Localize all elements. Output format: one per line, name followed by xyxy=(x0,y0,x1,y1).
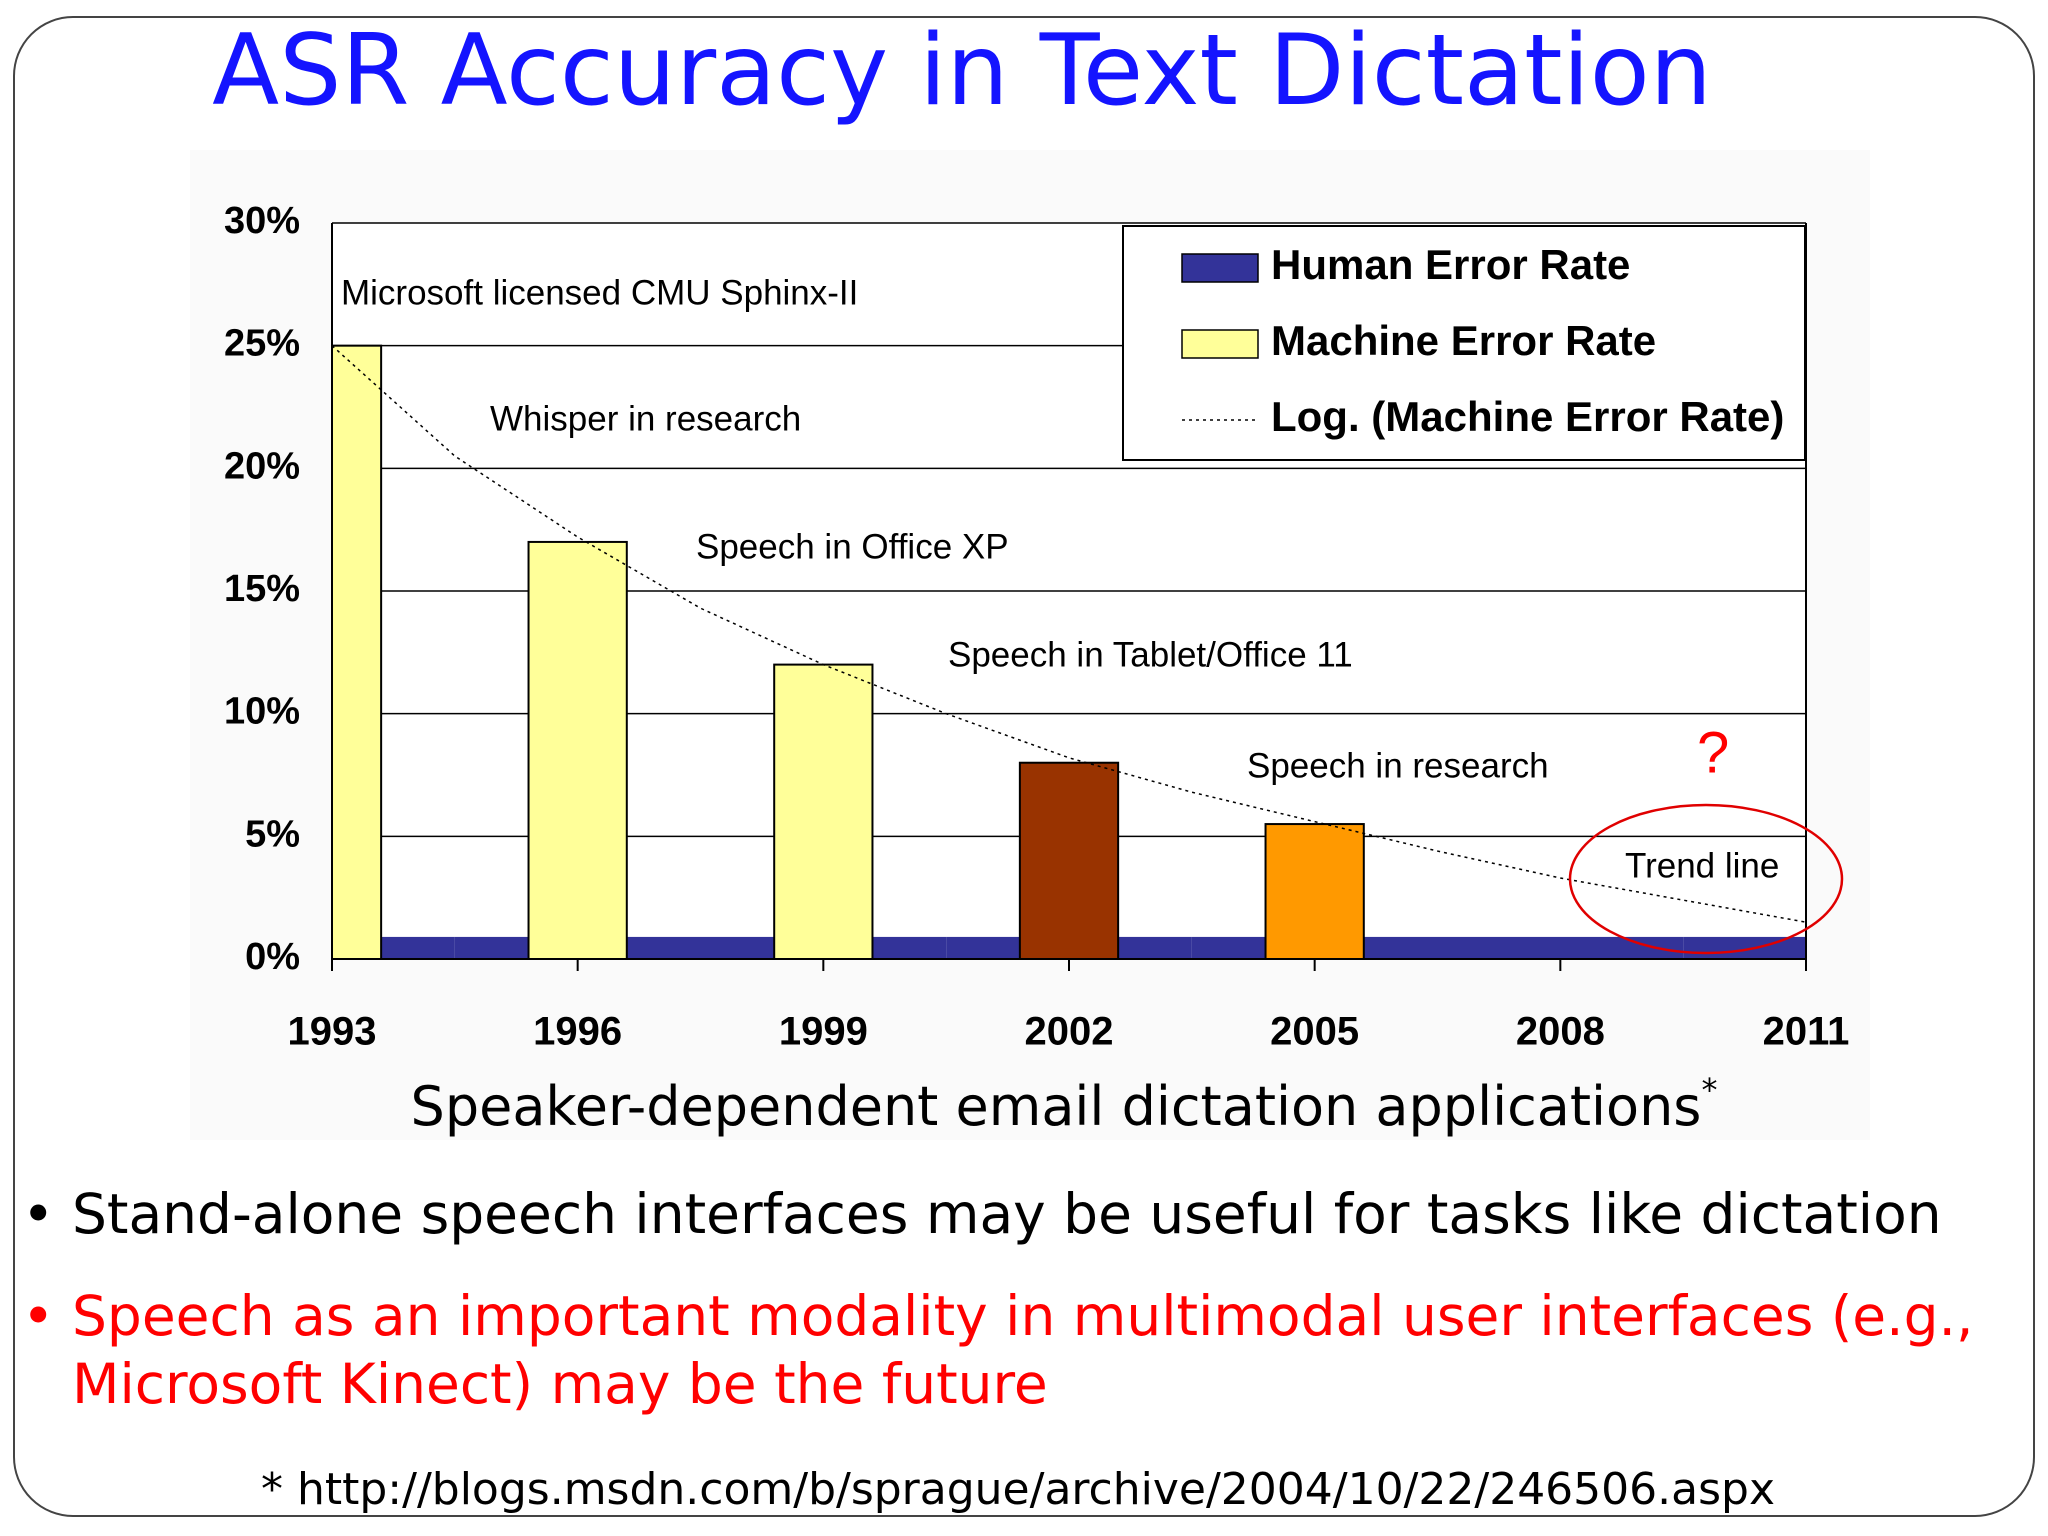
human-band xyxy=(1437,936,1684,959)
annotation: ? xyxy=(1697,720,1729,785)
legend-label: Machine Error Rate xyxy=(1271,317,1656,364)
annotation: Speech in research xyxy=(1247,746,1549,785)
y-tick-label: 30% xyxy=(224,200,300,242)
x-axis-label-mark: * xyxy=(1701,1071,1717,1109)
trend-line xyxy=(331,345,1807,923)
human-band xyxy=(1683,936,1806,959)
annotation: Whisper in research xyxy=(490,399,801,438)
y-tick-label: 10% xyxy=(224,691,300,733)
bar xyxy=(1018,761,1120,960)
x-tick-label: 2005 xyxy=(1270,1010,1359,1054)
annotation: Trend line xyxy=(1625,846,1779,885)
y-tick-label: 25% xyxy=(224,323,300,365)
x-axis-label: Speaker-dependent email dictation applic… xyxy=(411,1071,1718,1138)
bullet: Stand-alone speech interfaces may be use… xyxy=(22,1180,2022,1248)
slide-title: ASR Accuracy in Text Dictation xyxy=(212,14,1712,128)
annotation: Microsoft licensed CMU Sphinx-II xyxy=(341,273,858,312)
x-tick-label: 1996 xyxy=(533,1010,622,1054)
highlight-ellipse xyxy=(1568,803,1844,955)
bar xyxy=(527,540,628,961)
bullet: Speech as an important modality in multi… xyxy=(22,1282,2022,1418)
y-tick-label: 15% xyxy=(224,568,300,610)
bar xyxy=(331,344,383,960)
legend-swatch xyxy=(1181,253,1259,283)
x-tick-label: 1999 xyxy=(779,1010,868,1054)
x-axis-label-text: Speaker-dependent email dictation applic… xyxy=(411,1075,1702,1138)
annotation: Speech in Office XP xyxy=(696,527,1009,566)
legend-swatch xyxy=(1181,329,1259,359)
x-tick-label: 2002 xyxy=(1025,1010,1114,1054)
legend-label: Human Error Rate xyxy=(1271,241,1630,288)
annotation: Speech in Tablet/Office 11 xyxy=(948,635,1353,674)
bar xyxy=(1264,823,1365,960)
slide-frame xyxy=(13,16,2035,1517)
y-tick-label: 20% xyxy=(224,445,300,487)
footnote: * http://blogs.msdn.com/b/sprague/archiv… xyxy=(261,1464,1776,1515)
chart: 0% 5% 10% 15% 20% 25% 30% 1993 1996 1999 2002 2005 2… xyxy=(223,200,1850,1138)
x-tick-label: 2008 xyxy=(1516,1010,1605,1054)
bullet-list: Stand-alone speech interfaces may be use… xyxy=(22,1180,2022,1452)
legend-label: Log. (Machine Error Rate) xyxy=(1271,393,1784,440)
y-tick-label: 5% xyxy=(245,813,300,855)
plot: 0% 5% 10% 15% 20% 25% 30% 1993 1996 1999 2002 2005 2… xyxy=(224,200,1849,1054)
bar xyxy=(773,663,874,960)
y-tick-label: 0% xyxy=(245,936,300,978)
x-tick-label: 1993 xyxy=(288,1010,377,1054)
x-tick-label: 2011 xyxy=(1763,1010,1850,1054)
